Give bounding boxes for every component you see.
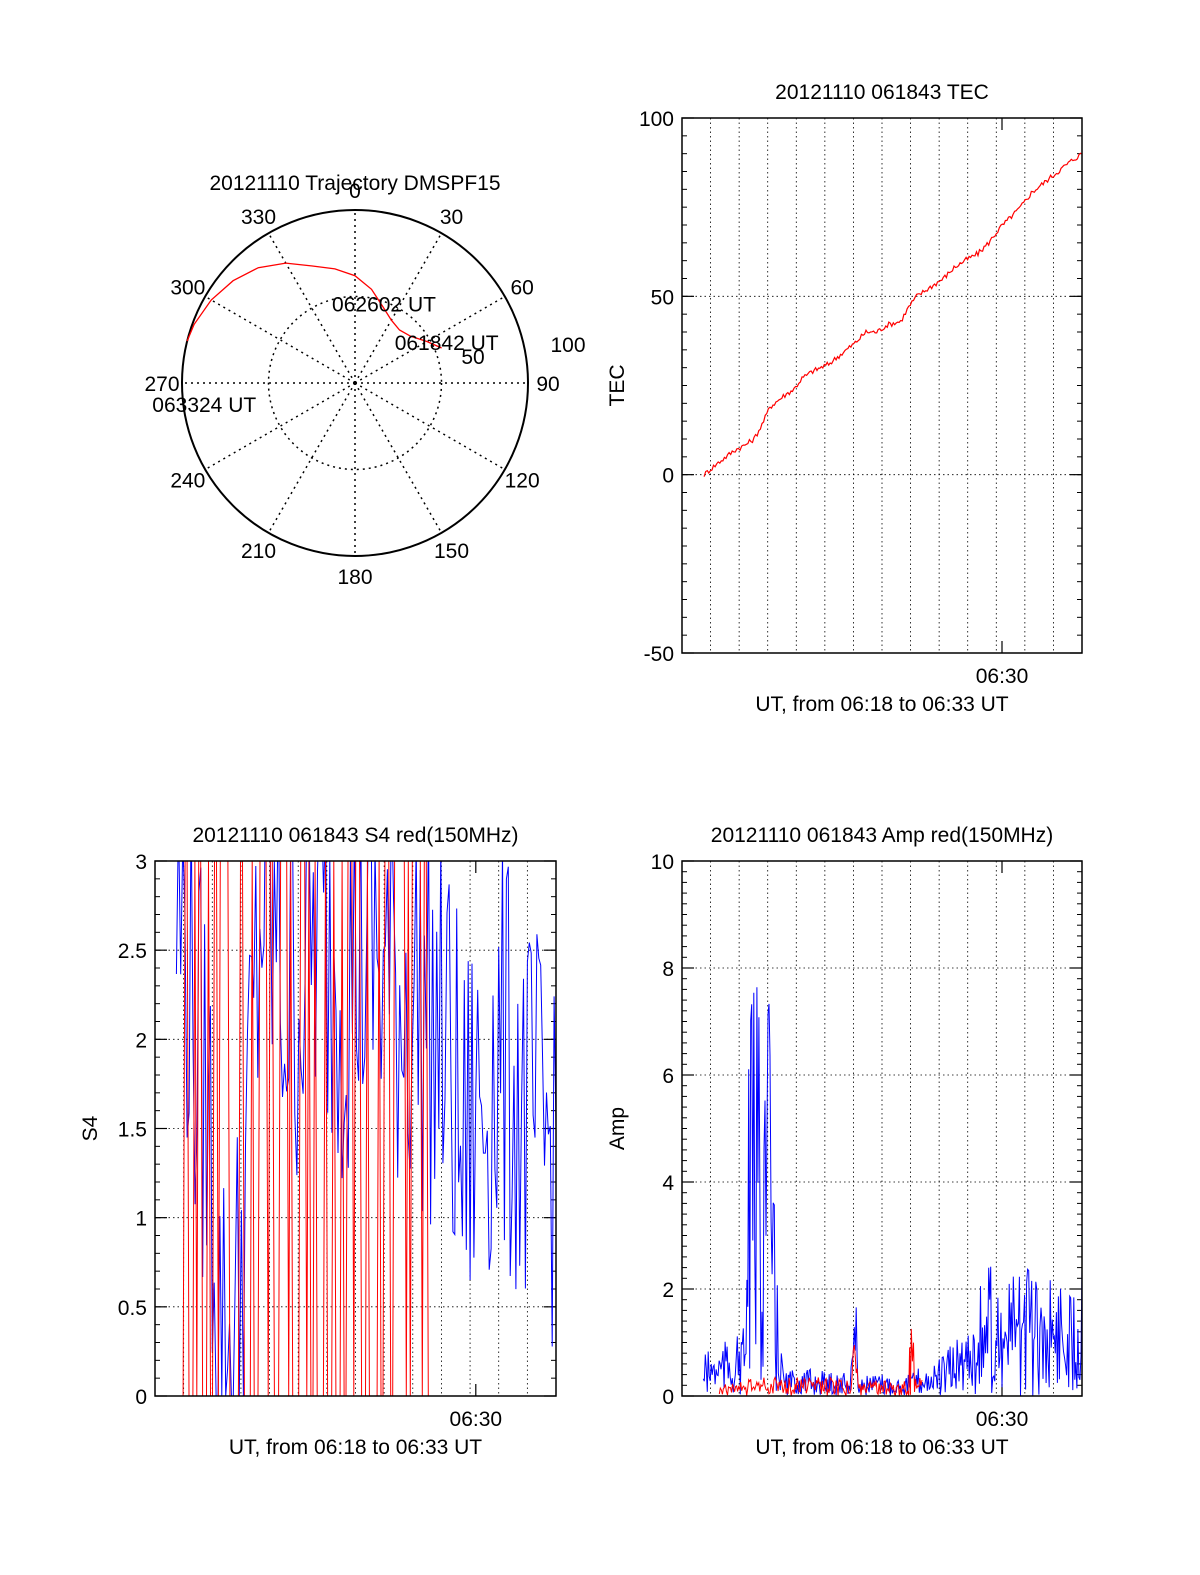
chart-panel-1 [681, 117, 1083, 654]
x-axis-label: UT, from 06:18 to 06:33 UT [755, 693, 1008, 716]
y-tick-label: 1.5 [118, 1119, 147, 1142]
y-tick-label: 0.5 [118, 1297, 147, 1320]
angle-label: 120 [505, 470, 540, 493]
angle-label: 60 [510, 277, 533, 300]
y-axis-label: TEC [606, 365, 629, 407]
y-tick-label: 50 [651, 286, 674, 309]
angle-label: 0 [349, 180, 361, 203]
data-series-0 [703, 152, 1082, 477]
angle-label: 180 [337, 566, 372, 589]
y-tick-label: 0 [662, 1386, 674, 1409]
data-series-1 [718, 1328, 923, 1396]
plot-frame [681, 860, 1083, 1397]
y-tick-label: -50 [644, 643, 674, 666]
series-group [703, 152, 1082, 477]
angle-label: 150 [434, 540, 469, 563]
time-annotation: 063324 UT [152, 394, 256, 417]
y-tick-label: 2.5 [118, 940, 147, 963]
y-tick-label: 2 [135, 1029, 147, 1052]
series-group [175, 861, 556, 1396]
y-tick-label: 10 [651, 851, 674, 874]
polar-spoke [354, 295, 506, 384]
y-axis-label: S4 [79, 1115, 102, 1141]
polar-spoke [354, 232, 443, 384]
polar-spoke [354, 382, 506, 471]
y-tick-label: 6 [662, 1065, 674, 1088]
y-tick-label: 1 [135, 1208, 147, 1231]
angle-label: 30 [440, 206, 463, 229]
time-annotation: 061842 UT [395, 332, 499, 355]
polar-outer-circle [181, 209, 529, 557]
angle-label: 330 [241, 206, 276, 229]
polar-title: 20121110 Trajectory DMSPF15 [209, 172, 500, 195]
polar-spoke [267, 232, 356, 384]
time-annotation: 062602 UT [332, 293, 436, 316]
y-axis-label: Amp [606, 1107, 629, 1150]
x-axis-label: UT, from 06:18 to 06:33 UT [229, 1436, 482, 1459]
polar-ring-50 [267, 295, 443, 471]
angle-label: 210 [241, 540, 276, 563]
x-axis-label: UT, from 06:18 to 06:33 UT [755, 1436, 1008, 1459]
chart-title: 20121110 061843 Amp red(150MHz) [711, 824, 1053, 847]
chart-title: 20121110 061843 TEC [775, 81, 989, 104]
chart-panel-2 [154, 860, 557, 1397]
y-tick-label: 100 [639, 108, 674, 131]
angle-label: 90 [536, 373, 559, 396]
series-group [702, 987, 1082, 1396]
x-tick-label: 06:30 [976, 665, 1029, 688]
chart-panel-3 [681, 860, 1083, 1397]
angle-label: 270 [144, 373, 179, 396]
angle-label: 300 [170, 277, 205, 300]
x-tick-label: 06:30 [976, 1408, 1029, 1431]
plot-frame [154, 860, 557, 1397]
polar-spoke [354, 382, 443, 534]
radial-label: 50 [461, 346, 484, 369]
radial-label: 100 [550, 334, 585, 357]
y-tick-label: 8 [662, 958, 674, 981]
polar-spoke [204, 382, 356, 471]
y-tick-label: 0 [135, 1386, 147, 1409]
polar-plot [181, 209, 529, 557]
plot-frame [681, 117, 1083, 654]
polar-spoke [267, 382, 356, 534]
trajectory-line [186, 262, 442, 349]
y-tick-label: 3 [135, 851, 147, 874]
y-tick-label: 0 [662, 465, 674, 488]
data-series-0 [702, 987, 1082, 1396]
x-tick-label: 06:30 [450, 1408, 503, 1431]
chart-title: 20121110 061843 S4 red(150MHz) [192, 824, 518, 847]
polar-spoke [204, 295, 356, 384]
y-tick-label: 2 [662, 1279, 674, 1302]
angle-label: 240 [170, 470, 205, 493]
y-tick-label: 4 [662, 1172, 674, 1195]
